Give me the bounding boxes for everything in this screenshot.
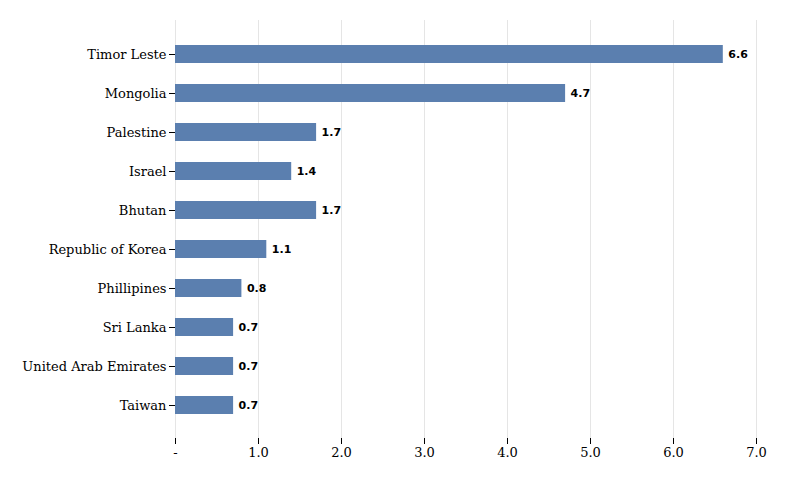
svg-text:4.7: 4.7 [571, 87, 591, 100]
svg-text:7.0: 7.0 [746, 445, 767, 460]
svg-text:Sri Lanka: Sri Lanka [103, 320, 167, 335]
svg-text:Mongolia: Mongolia [105, 86, 167, 101]
svg-text:Bhutan: Bhutan [119, 203, 167, 218]
svg-text:3.0: 3.0 [414, 445, 435, 460]
svg-text:0.7: 0.7 [239, 360, 259, 373]
svg-text:Timor Leste: Timor Leste [87, 47, 167, 62]
svg-text:1.1: 1.1 [272, 243, 292, 256]
svg-text:6.0: 6.0 [663, 445, 684, 460]
svg-text:2.0: 2.0 [331, 445, 352, 460]
svg-text:5.0: 5.0 [580, 445, 601, 460]
svg-text:0.7: 0.7 [239, 399, 259, 412]
svg-text:Taiwan: Taiwan [120, 398, 167, 413]
svg-text:4.0: 4.0 [497, 445, 518, 460]
svg-text:Israel: Israel [129, 164, 167, 179]
svg-text:United Arab Emirates: United Arab Emirates [22, 359, 166, 374]
svg-text:Palestine: Palestine [107, 125, 167, 140]
svg-text:1.4: 1.4 [297, 165, 317, 178]
svg-text:1.7: 1.7 [322, 126, 342, 139]
svg-text:-: - [173, 445, 177, 460]
svg-text:Phillipines: Phillipines [98, 281, 167, 296]
svg-text:0.8: 0.8 [247, 282, 267, 295]
svg-text:1.7: 1.7 [322, 204, 342, 217]
svg-text:6.6: 6.6 [728, 48, 748, 61]
svg-text:1.0: 1.0 [248, 445, 269, 460]
svg-text:Republic of Korea: Republic of Korea [49, 242, 167, 257]
svg-text:0.7: 0.7 [239, 321, 259, 334]
